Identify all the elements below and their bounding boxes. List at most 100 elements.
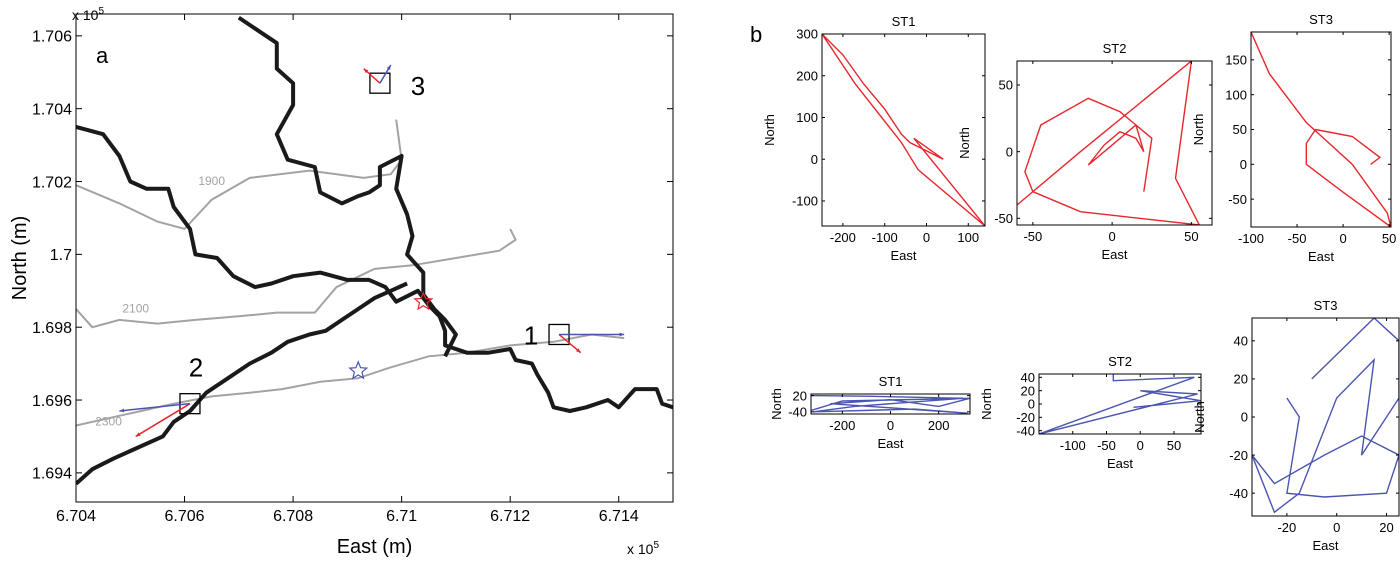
y-tick-label: -100 — [792, 194, 818, 209]
red-star-marker — [413, 291, 434, 311]
y-tick-label: 0 — [811, 152, 818, 167]
subplot-y-label: North — [769, 388, 784, 420]
y-tick-label: 0 — [1006, 144, 1013, 159]
y-tick-label: 1.702 — [32, 174, 72, 191]
velocity-arrow-red-head — [135, 432, 141, 437]
x-tick-label: 50 — [1382, 231, 1396, 246]
x-tick-label: 20 — [1379, 520, 1393, 535]
y-tick-label: 1.706 — [32, 29, 72, 46]
y-axis-label: North (m) — [9, 216, 31, 300]
y-tick-label: -40 — [788, 405, 807, 420]
y-tick-label: 50 — [999, 78, 1013, 93]
y-tick-label: -40 — [1229, 486, 1248, 501]
subplot-y-label: North — [979, 388, 994, 420]
velocity-arrow-red-head — [363, 68, 369, 74]
x-tick-label: 0 — [1339, 231, 1346, 246]
y-tick-label: 40 — [1021, 370, 1035, 385]
subplot-title: ST3 — [1314, 298, 1338, 313]
y-tick-label: 50 — [1233, 122, 1247, 137]
contour-line — [76, 119, 403, 231]
panel-label-a: a — [96, 43, 109, 68]
x-tick-label: 6.712 — [490, 508, 530, 525]
velocity-arrow-red-head — [575, 348, 581, 353]
y-tick-label: 1.7 — [50, 247, 72, 264]
x-tick-label: 50 — [1167, 438, 1181, 453]
x-tick-label: -20 — [1277, 520, 1296, 535]
x-tick-label: -200 — [829, 418, 855, 433]
y-tick-label: 0 — [1028, 397, 1035, 412]
x-tick-label: -100 — [872, 230, 898, 245]
y-multiplier: x 105 — [72, 6, 104, 23]
station-marker-3 — [369, 72, 391, 94]
contour-label: 2100 — [122, 302, 149, 316]
velocity-arrow-blue-head — [386, 64, 391, 70]
subplot-x-label: East — [877, 436, 903, 451]
subplot-x-label: East — [1308, 249, 1334, 264]
subplot-st3_red: -100 -50 0 50 -50 0 50 100 150 ST3 East North — [1191, 12, 1396, 264]
x-tick-label: 0 — [1137, 438, 1144, 453]
y-tick-label: 300 — [796, 27, 818, 42]
x-multiplier-exponent: 5 — [653, 540, 659, 551]
subplot-x-label: East — [1107, 456, 1133, 471]
subplot-y-label: North — [1192, 401, 1207, 433]
y-tick-label: 20 — [793, 388, 807, 403]
y-tick-label: -20 — [1229, 448, 1248, 463]
y-tick-label: 100 — [1225, 87, 1247, 102]
x-tick-label: 100 — [957, 230, 979, 245]
x-tick-label: -200 — [830, 230, 856, 245]
x-tick-label: 6.704 — [56, 508, 96, 525]
map-content: 1900 2100 2300 1 2 3 — [76, 15, 673, 486]
subplot-y-label: North — [957, 127, 972, 159]
subplot-x-label: East — [1312, 538, 1338, 553]
contour-label: 2300 — [95, 415, 122, 429]
velocity-arrow-red — [558, 333, 582, 354]
y-tick-label: 1.694 — [32, 466, 72, 483]
x-tick-label: -100 — [1060, 438, 1086, 453]
plot-frame — [821, 33, 986, 227]
contour-line — [76, 228, 517, 329]
plot-frame — [1016, 60, 1213, 226]
y-tick-label: 0 — [1241, 410, 1248, 425]
contour-label: 1900 — [198, 174, 225, 188]
y-multiplier-exponent: 5 — [98, 6, 104, 17]
series-line-red — [1017, 61, 1201, 225]
plot-frame — [1250, 31, 1392, 228]
x-axis-label: East (m) — [337, 536, 413, 558]
x-tick-label: -50 — [1097, 438, 1116, 453]
series-line-blue — [1252, 318, 1399, 514]
y-tick-label: -50 — [994, 211, 1013, 226]
glacier-boundary — [76, 124, 673, 413]
y-tick-label: 1.704 — [32, 101, 72, 118]
x-tick-label: -100 — [1238, 231, 1264, 246]
x-tick-label: 200 — [928, 418, 950, 433]
subplot-st2_red: -50 0 50 -50 0 50 ST2 East North — [957, 41, 1213, 262]
subplot-st3_blue: -20 0 20 -40 -20 0 20 40 ST3 East North — [1192, 298, 1400, 553]
x-tick-label: 6.706 — [165, 508, 205, 525]
series-line-blue — [811, 394, 970, 414]
series-line-red — [1251, 32, 1391, 227]
velocity-arrow-blue-head — [119, 408, 125, 413]
x-multiplier: x 105 — [627, 540, 659, 557]
station-label-2: 2 — [189, 353, 203, 383]
subplot-y-label: North — [1191, 114, 1206, 146]
x-tick-label: 50 — [1184, 229, 1198, 244]
y-tick-label: 150 — [1225, 53, 1247, 68]
y-tick-label: 200 — [796, 68, 818, 83]
x-tick-label: 0 — [1333, 520, 1340, 535]
map-panel-a: 1900 2100 2300 1 2 3 6.704 6.706 6.708 6.71 6.712 6… — [9, 6, 674, 558]
x-tick-label: 0 — [1109, 229, 1116, 244]
y-tick-label: 100 — [796, 110, 818, 125]
x-tick-label: 6.708 — [273, 508, 313, 525]
velocity-arrow-red — [135, 403, 191, 438]
subplot-title: ST3 — [1309, 12, 1333, 27]
station-label-3: 3 — [411, 71, 425, 101]
x-tick-label: -50 — [1288, 231, 1307, 246]
subplot-title: ST1 — [892, 14, 916, 29]
glacier-boundary — [237, 15, 458, 358]
y-tick-label: 1.698 — [32, 320, 72, 337]
x-tick-label: -50 — [1023, 229, 1042, 244]
x-tick-label: 6.71 — [386, 508, 417, 525]
glacier-boundary — [76, 281, 408, 486]
